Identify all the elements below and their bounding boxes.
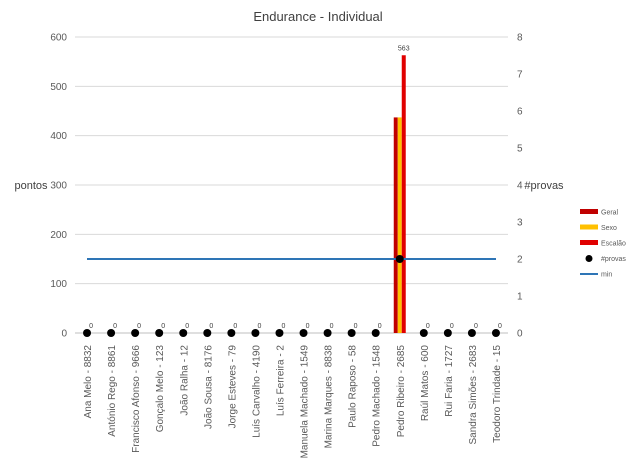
data-label: 0: [450, 323, 454, 330]
data-label: 0: [330, 323, 334, 330]
provas-point: [107, 329, 116, 337]
data-label: 0: [282, 323, 286, 330]
y2-tick-label: 3: [517, 218, 523, 229]
category-label: António Rego - 8861: [107, 345, 118, 437]
category-label: Paulo Raposo - 58: [348, 345, 359, 428]
y-tick-label: 600: [50, 33, 67, 44]
provas-point: [155, 329, 164, 337]
legend-swatch-geral: [580, 209, 598, 214]
y2-tick-label: 1: [517, 292, 523, 303]
y-tick-label: 300: [50, 181, 67, 192]
legend-swatch-provas: [585, 255, 593, 262]
gridlines: [75, 36, 508, 334]
y2-tick-label: 2: [517, 255, 523, 266]
provas-point: [323, 329, 332, 337]
y-tick-label: 100: [50, 279, 67, 290]
provas-point: [275, 329, 284, 337]
provas-point: [419, 329, 428, 337]
data-label: 0: [185, 323, 189, 330]
y2-tick-label: 7: [517, 70, 523, 81]
data-label: 563: [398, 45, 410, 52]
y2-tick-label: 8: [517, 33, 523, 44]
legend-swatch-escalão: [580, 240, 598, 245]
data-label: 0: [426, 323, 430, 330]
data-label: 0: [354, 323, 358, 330]
provas-point: [347, 329, 356, 337]
legend-label: Sexo: [601, 225, 617, 232]
legend-label: min: [601, 272, 612, 279]
provas-point: [251, 329, 260, 337]
category-label: Ana Melo - 8832: [83, 345, 94, 419]
y2-tick-label: 0: [517, 329, 523, 340]
data-label: 0: [498, 323, 502, 330]
bar-sexo: [397, 117, 402, 333]
category-label: Rui Faria - 1727: [444, 345, 455, 417]
category-label: João Ralha - 12: [179, 345, 190, 416]
provas-point: [395, 255, 404, 263]
y2-tick-label: 4: [517, 181, 523, 192]
data-label: 0: [209, 323, 213, 330]
provas-point: [203, 329, 212, 337]
y2-tick-label: 6: [517, 107, 523, 118]
y-tick-label: 400: [50, 131, 67, 142]
legend-label: Geral: [601, 210, 619, 217]
category-label: Jorge Esteves - 79: [227, 345, 238, 429]
category-label: Luís Carvalho - 4190: [251, 345, 262, 438]
category-label: Francisco Afonso - 9666: [131, 345, 142, 453]
y-tick-label: 0: [61, 329, 67, 340]
x-axis-labels: Ana Melo - 8832 António Rego - 8861 Franci…: [83, 345, 503, 459]
category-label: Manuela Machado - 1549: [300, 345, 311, 459]
legend: Geral Sexo Escalão #provas min: [580, 209, 626, 279]
data-label: 0: [257, 323, 261, 330]
data-label: 0: [474, 323, 478, 330]
provas-point: [371, 329, 380, 337]
legend-label: #provas: [601, 256, 626, 263]
data-label: 0: [137, 323, 141, 330]
legend-label: Escalão: [601, 241, 626, 248]
data-label: 0: [161, 323, 165, 330]
bar-geral: [393, 117, 398, 333]
provas-points: [83, 255, 500, 337]
legend-swatch-sexo: [580, 224, 598, 230]
category-label: Raúl Matos - 600: [420, 345, 431, 422]
y-axis-title: pontos: [14, 180, 48, 192]
data-label: 0: [89, 323, 93, 330]
category-label: Marina Marques - 8838: [324, 345, 335, 449]
y-tick-label: 500: [50, 82, 67, 93]
category-label: João Sousa - 8176: [203, 345, 214, 429]
data-label: 0: [378, 323, 382, 330]
y-tick-label: 200: [50, 230, 67, 241]
category-label: Gonçalo Melo - 123: [155, 345, 166, 433]
y-axis-ticks: 0 100 200 300 400 500 600: [50, 33, 67, 340]
provas-point: [131, 329, 140, 337]
category-label: Pedro Machado - 1548: [372, 345, 383, 447]
provas-point: [467, 329, 476, 337]
provas-point: [299, 329, 308, 337]
data-label: 0: [113, 323, 117, 330]
provas-point: [443, 329, 452, 337]
provas-point: [179, 329, 188, 337]
y2-axis-title: #provas: [524, 180, 564, 192]
data-label: 0: [306, 323, 310, 330]
y2-axis-ticks: 0 1 2 3 4 5 6 7 8: [517, 33, 523, 340]
provas-point: [227, 329, 236, 337]
bars: [393, 55, 406, 334]
category-label: Teodoro Trindade - 15: [492, 345, 503, 443]
category-label: Pedro Ribeiro - 2685: [396, 345, 407, 438]
data-labels: 0 0 0 0 0 0 0 0 0 0 0 0 0 563 0 0 0 0: [89, 45, 502, 330]
provas-point: [491, 329, 500, 337]
y2-tick-label: 5: [517, 144, 523, 155]
data-label: 0: [233, 323, 237, 330]
category-label: Luís Ferreira - 2: [275, 345, 286, 417]
chart-title: Endurance - Individual: [253, 9, 382, 24]
category-label: Sandra Simões - 2683: [468, 345, 479, 445]
bar-escalão: [401, 55, 406, 334]
provas-point: [83, 329, 92, 337]
